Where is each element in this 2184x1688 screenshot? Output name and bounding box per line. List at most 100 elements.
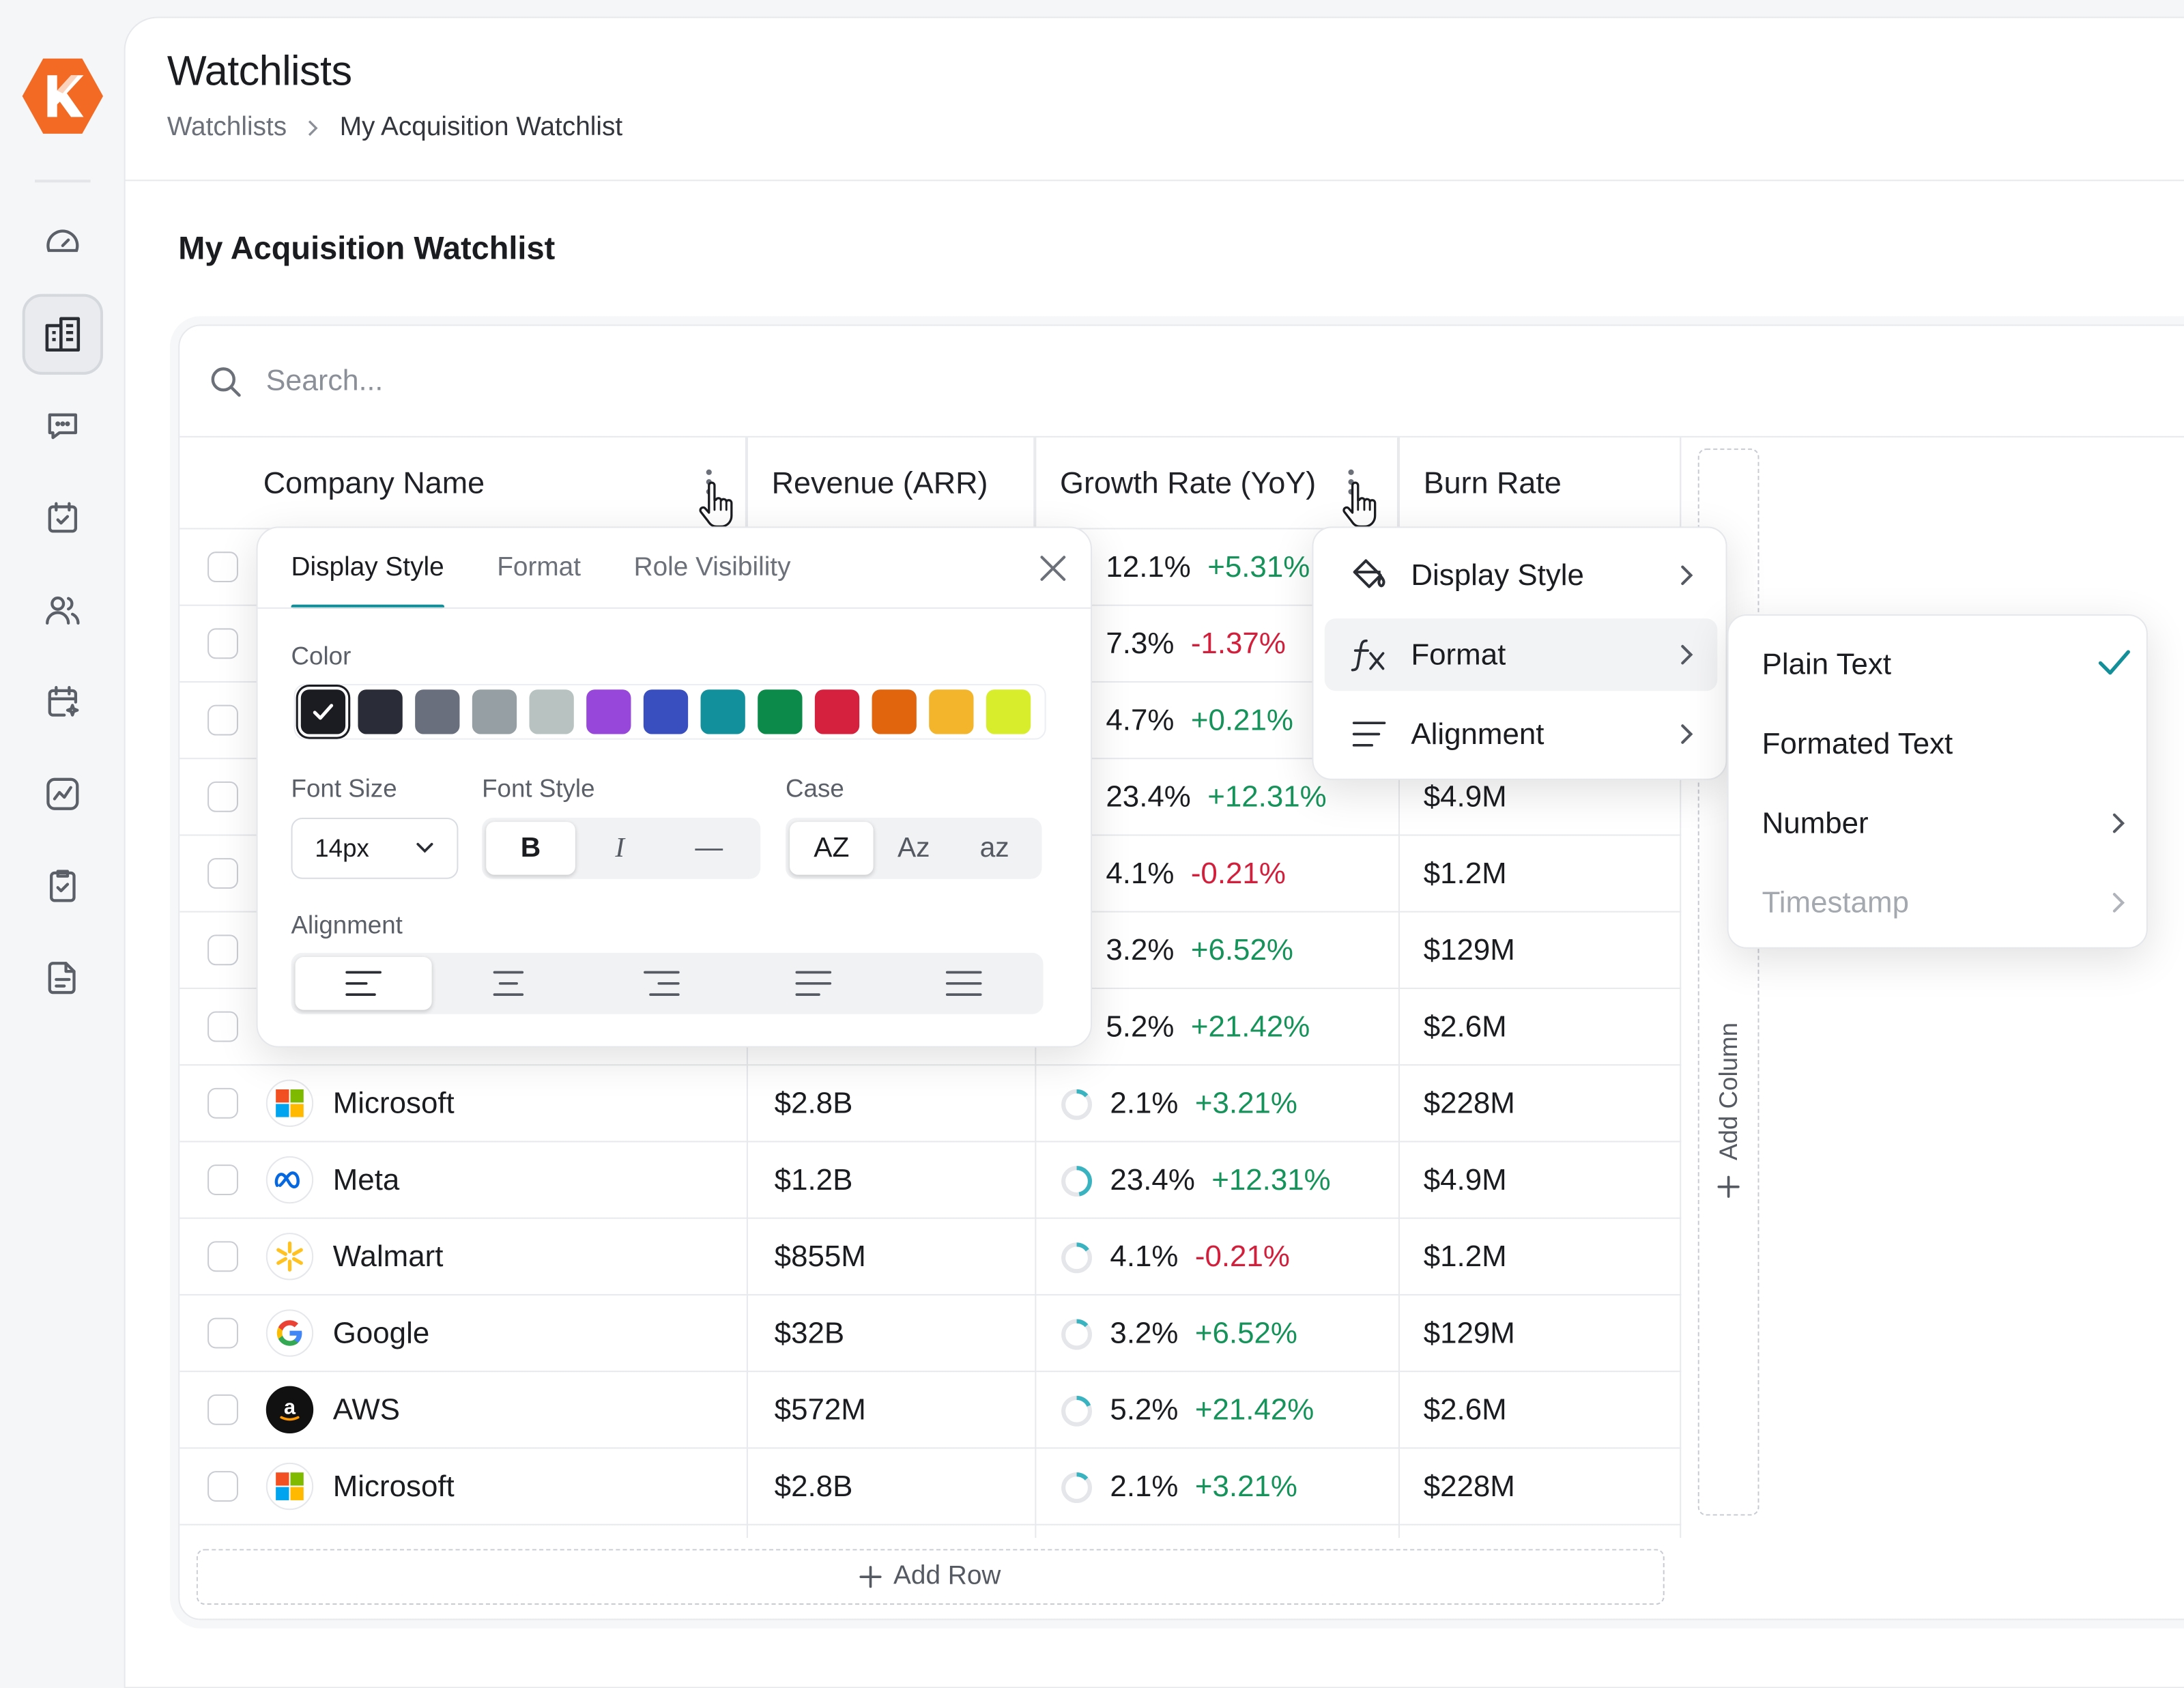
row-checkbox[interactable]	[207, 1241, 238, 1272]
format-option-plain-text[interactable]: Plain Text	[1762, 637, 2130, 693]
column-options-kebab-icon[interactable]	[1348, 466, 1356, 499]
color-swatch[interactable]	[472, 689, 517, 734]
format-option-number[interactable]: Number	[1762, 795, 2127, 851]
color-swatch[interactable]	[929, 689, 974, 734]
tab-format[interactable]: Format	[497, 553, 581, 583]
color-swatch[interactable]	[986, 689, 1031, 734]
row-checkbox[interactable]	[207, 1087, 238, 1119]
add-row-label: Add Row	[893, 1561, 1001, 1591]
row-checkbox[interactable]	[207, 1471, 238, 1502]
column-header-revenue[interactable]: Revenue (ARR)	[747, 437, 1035, 528]
progress-ring-icon	[1061, 1088, 1092, 1119]
row-checkbox[interactable]	[207, 628, 238, 659]
breadcrumb-watchlists[interactable]: Watchlists	[167, 113, 287, 143]
font-size-select[interactable]: 14px	[291, 817, 459, 879]
sidebar-item-tasks[interactable]	[23, 846, 103, 926]
align-justify-button[interactable]	[738, 957, 889, 1010]
align-distributed-button[interactable]	[889, 957, 1039, 1010]
sidebar-item-events[interactable]	[23, 661, 103, 742]
row-checkbox[interactable]	[207, 1164, 238, 1196]
italic-button[interactable]: I	[615, 832, 624, 863]
column-header-company[interactable]: Company Name	[179, 437, 747, 528]
column-divider	[1680, 437, 1682, 1539]
color-swatch[interactable]	[586, 689, 631, 734]
color-swatch-selected[interactable]	[300, 689, 346, 734]
add-column-button[interactable]: Add Column	[1697, 448, 1759, 1516]
company-name: Walmart	[332, 1240, 444, 1274]
row-checkbox[interactable]	[207, 1011, 238, 1042]
chevron-right-icon	[2112, 813, 2125, 833]
case-title-button[interactable]: Az	[897, 832, 930, 863]
table-row[interactable]: a AWS $572M 5.2% +21.42% $2.6M	[179, 1371, 1682, 1447]
row-checkbox[interactable]	[207, 934, 238, 966]
column-header-growth[interactable]: Growth Rate (YoY)	[1035, 437, 1398, 528]
menu-item-format[interactable]: Format	[1324, 618, 1718, 691]
close-icon[interactable]	[1037, 553, 1068, 584]
row-checkbox[interactable]	[207, 858, 238, 889]
color-swatch[interactable]	[872, 689, 917, 734]
align-distributed-icon	[945, 971, 982, 996]
clipboard-check-icon	[50, 870, 76, 902]
search-input[interactable]	[265, 364, 824, 398]
row-checkbox[interactable]	[207, 552, 238, 583]
table-row[interactable]: Google $32B 3.2% +6.52% $129M	[179, 1293, 1682, 1372]
sidebar-item-calendar[interactable]	[23, 478, 103, 558]
table-row[interactable]: Microsoft $2.8B 2.1% +3.21% $228M	[179, 1064, 1682, 1141]
row-checkbox[interactable]	[207, 704, 238, 736]
document-icon	[48, 962, 76, 995]
app-logo[interactable]	[20, 56, 106, 137]
format-option-formatted-text[interactable]: Formated Text	[1762, 716, 2127, 772]
row-checkbox[interactable]	[207, 1394, 238, 1425]
watchlist-title: My Acquisition Watchlist	[178, 229, 556, 266]
table-row[interactable]: Walmart $855M 4.1% -0.21% $1.2M	[179, 1217, 1682, 1296]
align-center-icon	[493, 971, 524, 996]
column-header-label: Revenue (ARR)	[771, 464, 988, 500]
color-swatch[interactable]	[814, 689, 860, 734]
align-justify-icon	[795, 971, 832, 996]
growth-cell: 4.1% -0.21%	[1060, 1219, 1290, 1296]
color-swatch[interactable]	[758, 689, 803, 734]
table-row[interactable]: Microsoft $2.8B 2.1% +3.21% $228M	[179, 1447, 1682, 1524]
strikethrough-button[interactable]: —	[695, 832, 723, 863]
tab-display-style[interactable]: Display Style	[291, 553, 444, 609]
growth-cell: 23.4% +12.31%	[1106, 779, 1327, 814]
align-center-button[interactable]	[432, 957, 585, 1010]
align-right-button[interactable]	[585, 957, 738, 1010]
color-swatch[interactable]	[700, 689, 745, 734]
growth-cell: 23.4% +12.31%	[1060, 1142, 1331, 1218]
color-swatch[interactable]	[415, 689, 460, 734]
case-upper-button[interactable]: AZ	[790, 822, 874, 875]
case-lower-button[interactable]: az	[979, 832, 1009, 863]
menu-item-label: Alignment	[1411, 716, 1544, 750]
color-swatch[interactable]	[529, 689, 574, 734]
sidebar-item-companies[interactable]	[22, 294, 104, 375]
sidebar-item-analytics[interactable]	[23, 754, 103, 834]
add-row-button[interactable]: Add Row	[196, 1549, 1665, 1605]
sidebar-item-people[interactable]	[23, 570, 103, 650]
format-option-timestamp[interactable]: Timestamp	[1762, 875, 2127, 931]
revenue-cell: $855M	[774, 1240, 866, 1274]
menu-item-display-style[interactable]: Display Style	[1325, 539, 1718, 612]
bold-button[interactable]: B	[486, 822, 575, 875]
chevron-right-icon	[308, 120, 318, 137]
growth-cell: 3.2% +6.52%	[1106, 933, 1293, 967]
company-name: Microsoft	[332, 1086, 455, 1120]
row-checkbox[interactable]	[207, 1317, 238, 1349]
menu-item-alignment[interactable]: Alignment	[1325, 698, 1718, 770]
column-header-label: Company Name	[263, 464, 485, 500]
breadcrumb-current: My Acquisition Watchlist	[339, 113, 623, 143]
column-header-burn[interactable]: Burn Rate	[1398, 437, 1682, 528]
format-option-label: Formated Text	[1762, 726, 1953, 760]
gauge-icon	[46, 229, 79, 253]
color-swatch[interactable]	[643, 689, 689, 734]
calendar-check-icon	[48, 502, 78, 533]
align-left-button[interactable]	[295, 957, 432, 1010]
sidebar-item-dashboard[interactable]	[23, 202, 103, 283]
table-row[interactable]: Meta $1.2B 23.4% +12.31% $4.9M	[179, 1141, 1682, 1218]
color-swatch[interactable]	[358, 689, 403, 734]
sidebar-item-messages[interactable]	[23, 386, 103, 466]
sidebar-item-documents[interactable]	[23, 937, 103, 1018]
row-checkbox[interactable]	[207, 781, 238, 812]
tab-role-visibility[interactable]: Role Visibility	[633, 553, 791, 583]
growth-cell: 3.2% +6.52%	[1060, 1296, 1297, 1372]
